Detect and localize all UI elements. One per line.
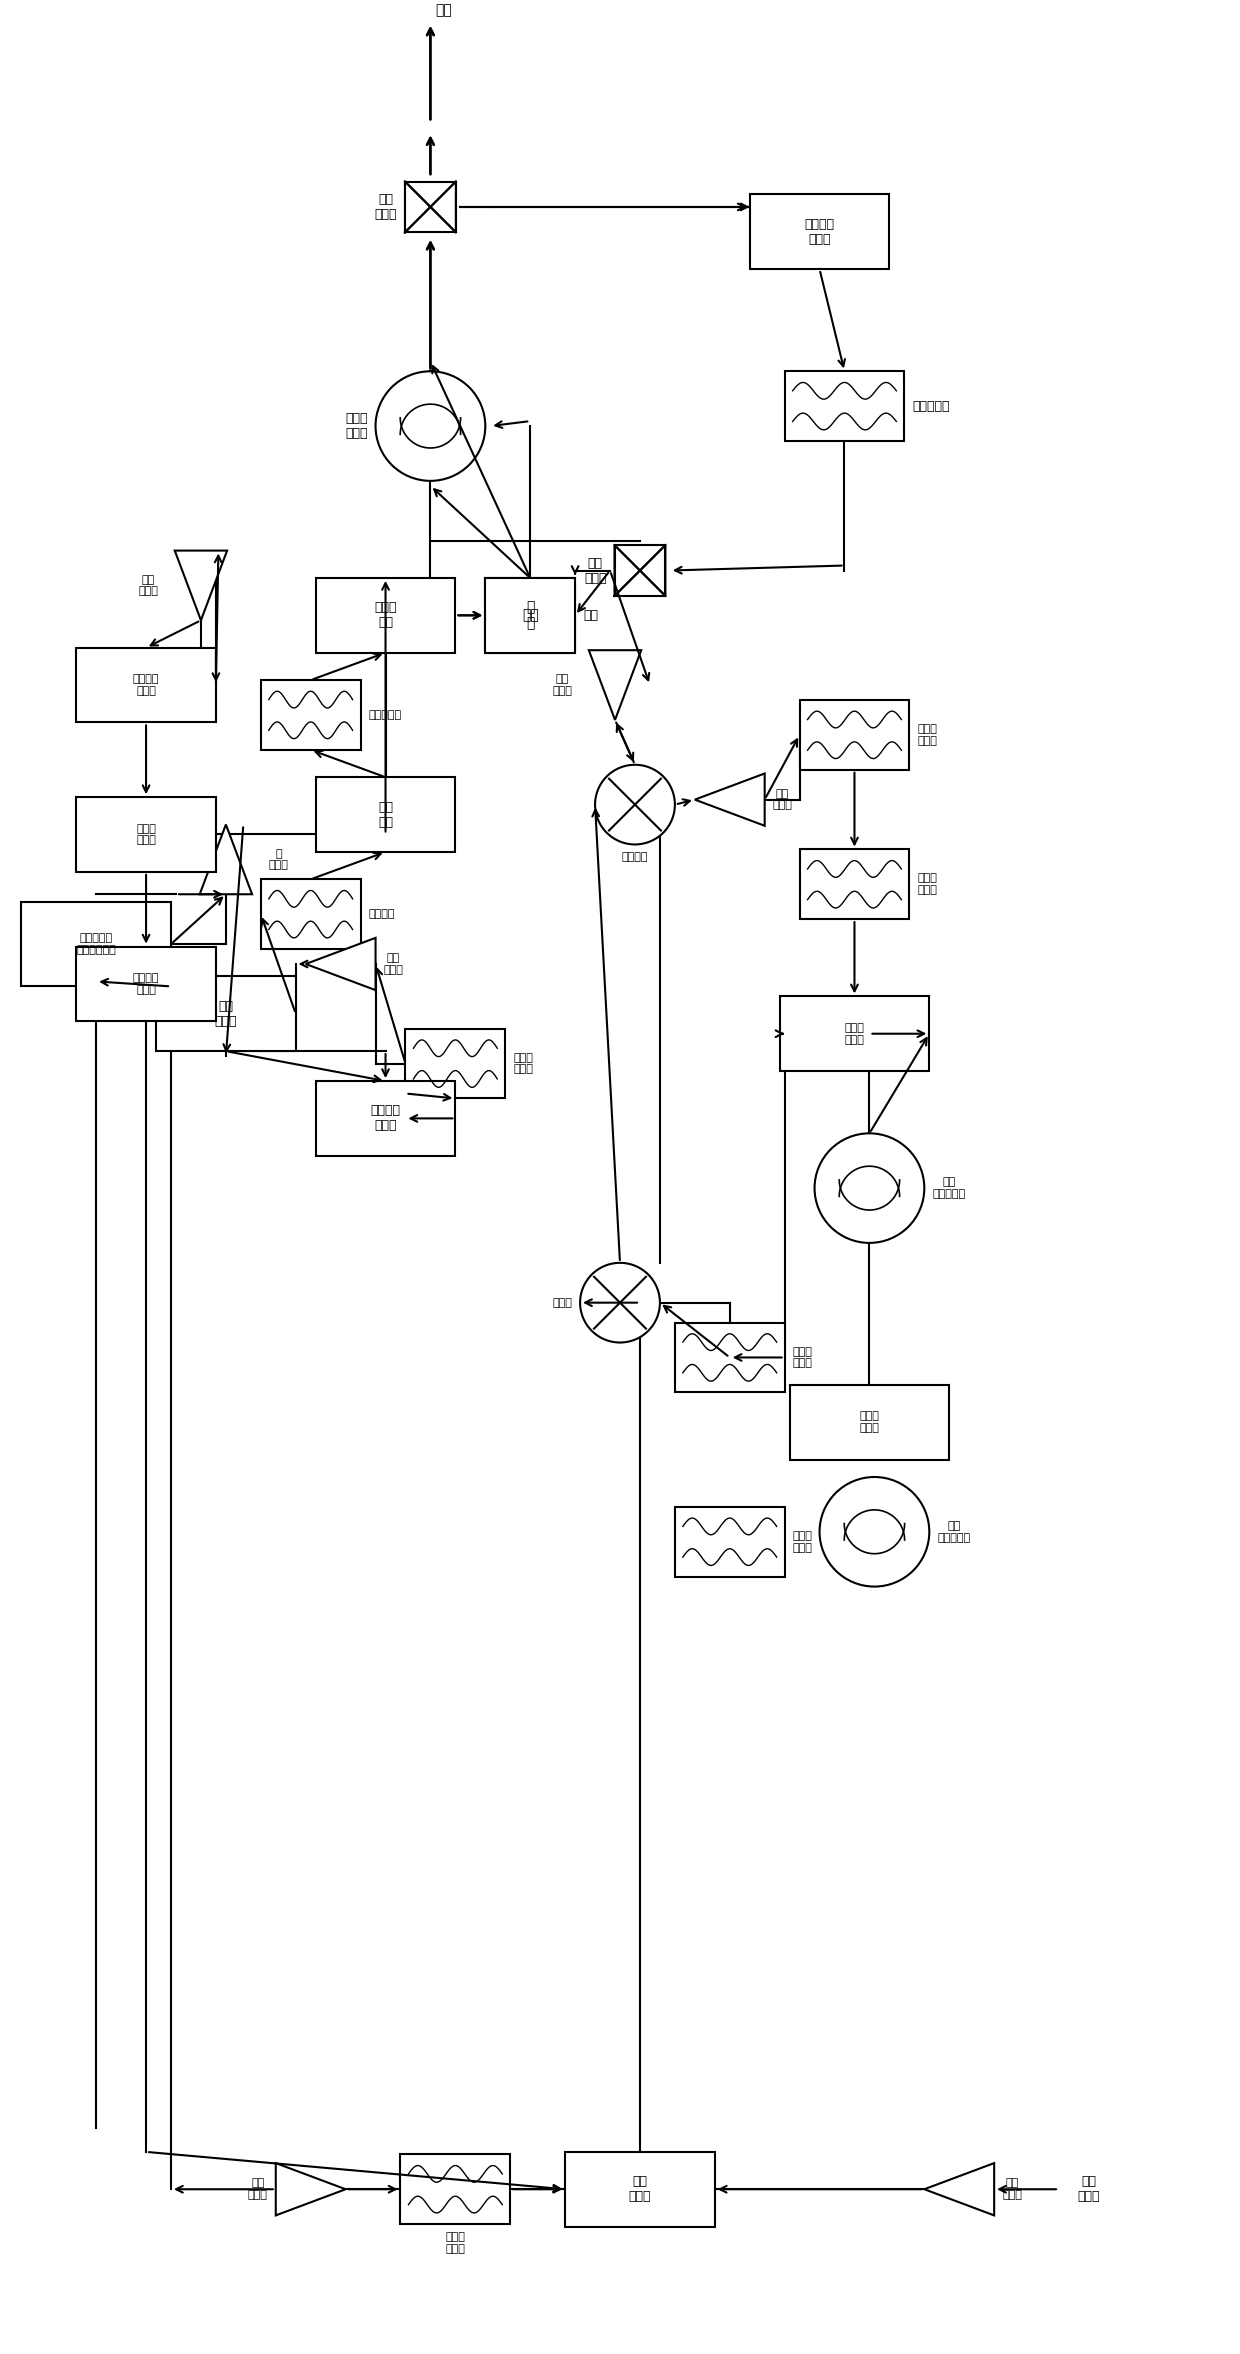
Circle shape (595, 765, 675, 845)
Text: 取样环
滤波器: 取样环 滤波器 (792, 1346, 812, 1368)
Text: 第二整数
分频器: 第二整数 分频器 (133, 673, 159, 697)
Bar (405, 181, 456, 233)
Bar (485, 579, 575, 652)
Bar (156, 977, 295, 1052)
Text: 取样环
滤波器: 取样环 滤波器 (792, 1530, 812, 1554)
Polygon shape (694, 774, 765, 826)
Text: 第二
耦合器: 第二 耦合器 (584, 556, 606, 584)
Bar (675, 1323, 785, 1391)
Text: 求和: 求和 (522, 607, 538, 621)
Text: 输出: 输出 (435, 5, 453, 16)
Text: 混频器: 混频器 (552, 1297, 572, 1309)
Text: 求和: 求和 (583, 610, 598, 621)
Text: 第四
放大器: 第四 放大器 (773, 789, 792, 810)
Text: 预置环
鉴相器: 预置环 鉴相器 (136, 824, 156, 845)
Bar (565, 2152, 714, 2227)
Text: 整数
分频器: 整数 分频器 (629, 2175, 651, 2203)
Bar (76, 647, 216, 723)
Bar (785, 372, 904, 440)
Polygon shape (924, 2163, 994, 2215)
Text: 三
放大器: 三 放大器 (269, 847, 289, 871)
Text: 第二
放大器: 第二 放大器 (248, 2177, 268, 2201)
Text: 第四整数
分频器: 第四整数 分频器 (133, 972, 159, 996)
Text: 预置环滤波: 预置环滤波 (368, 711, 402, 720)
Text: 三带通
滤波器: 三带通 滤波器 (513, 1052, 533, 1073)
Polygon shape (306, 937, 376, 991)
Circle shape (580, 1262, 660, 1342)
Bar (76, 946, 216, 1022)
Text: 一带通
滤波器: 一带通 滤波器 (445, 2232, 465, 2253)
Text: 主压控
振荡器: 主压控 振荡器 (345, 412, 367, 440)
Polygon shape (200, 824, 252, 895)
Bar (316, 777, 455, 852)
Text: 取样环
滤波器: 取样环 滤波器 (918, 873, 937, 895)
Bar (21, 902, 171, 986)
Bar (260, 680, 361, 751)
Circle shape (820, 1476, 929, 1587)
Text: 主环
开关: 主环 开关 (378, 800, 393, 829)
Text: 三带通
滤波器: 三带通 滤波器 (918, 725, 937, 746)
Bar (800, 699, 909, 770)
Text: 主环滤波: 主环滤波 (368, 909, 396, 918)
Text: 第五
放大器: 第五 放大器 (383, 953, 403, 975)
Text: 直接数字频
率合成滤波器: 直接数字频 率合成滤波器 (77, 932, 117, 956)
Text: 取样环
鉴相器: 取样环 鉴相器 (844, 1024, 864, 1045)
Text: 第一整数
分频器: 第一整数 分频器 (805, 219, 835, 245)
Text: 第七
放大器: 第七 放大器 (138, 574, 157, 596)
Text: 第三整数
分频器: 第三整数 分频器 (371, 1104, 401, 1132)
Text: 第六
放大器: 第六 放大器 (552, 673, 572, 697)
Bar (790, 1384, 950, 1459)
Bar (405, 1029, 505, 1099)
Text: 第一
放大器: 第一 放大器 (1002, 2177, 1022, 2201)
Polygon shape (589, 650, 641, 720)
Bar (316, 1080, 455, 1156)
Bar (76, 798, 216, 871)
Polygon shape (275, 2163, 346, 2215)
Text: 取样混频: 取样混频 (621, 852, 649, 862)
Bar (401, 2154, 510, 2225)
Circle shape (815, 1132, 924, 1243)
Polygon shape (175, 551, 227, 621)
Text: 低通滤波器: 低通滤波器 (913, 400, 950, 412)
Text: 取样
压控振荡器: 取样 压控振荡器 (937, 1521, 971, 1542)
Bar (750, 195, 889, 268)
Text: 第一
耦合器: 第一 耦合器 (374, 193, 397, 221)
Bar (316, 579, 455, 652)
Text: 取样
压控振荡器: 取样 压控振荡器 (932, 1177, 966, 1198)
Circle shape (376, 372, 485, 480)
Text: 参考
振荡器: 参考 振荡器 (1078, 2175, 1100, 2203)
Bar (260, 880, 361, 949)
Bar (800, 850, 909, 918)
Bar (615, 546, 666, 596)
Text: 预置环
开关: 预置环 开关 (374, 600, 397, 629)
Bar (675, 1507, 785, 1577)
Bar (485, 579, 575, 652)
Text: 求
和: 求 和 (526, 600, 534, 631)
Text: 取样环
鉴相器: 取样环 鉴相器 (859, 1412, 879, 1434)
Text: 主环
鉴相器: 主环 鉴相器 (215, 1000, 237, 1029)
Bar (780, 996, 929, 1071)
